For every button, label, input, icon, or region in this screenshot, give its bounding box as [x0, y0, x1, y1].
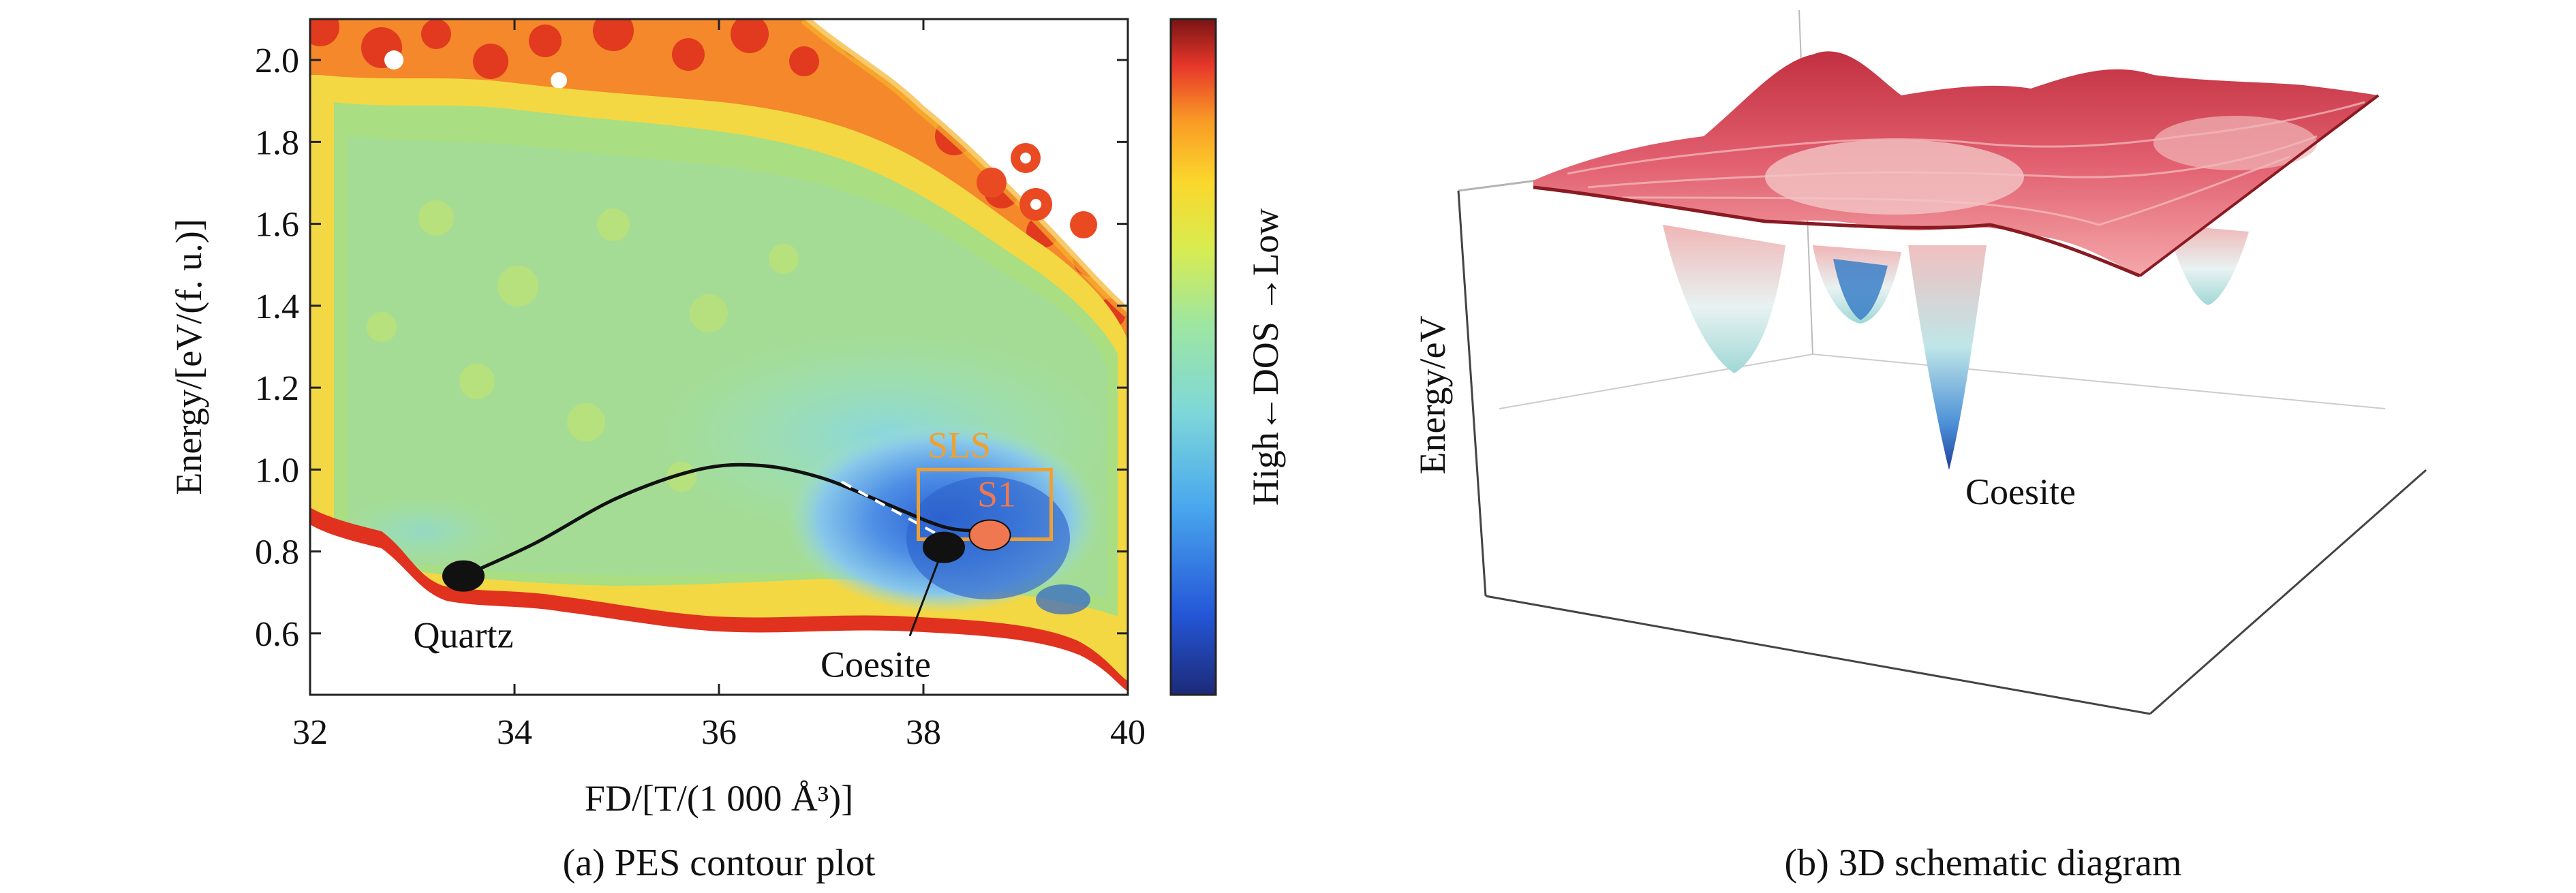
- axis-ticks: [309, 19, 1129, 695]
- x-tick-label: 40: [1110, 713, 1146, 752]
- y-tick-label: 0.8: [255, 533, 299, 572]
- transition-path: [462, 463, 985, 578]
- coesite-leader: [908, 561, 940, 637]
- x-tick-label: 36: [701, 713, 737, 752]
- z-axis-label: Energy/eV: [1412, 316, 1453, 475]
- caption-b: (b) 3D schematic diagram: [1784, 842, 2181, 884]
- panel-a-contour: 32 34 36 38 40 0.60.81.01.21.41.61.82.0 SLS …: [168, 18, 1286, 884]
- coesite-point: [923, 531, 965, 563]
- caption-a: (a) PES contour plot: [563, 842, 876, 884]
- colorbar-label: High←DOS →Low: [1245, 208, 1286, 506]
- y-tick-label: 2.0: [255, 42, 299, 80]
- energy-surface: [1533, 51, 2380, 278]
- coesite-label: Coesite: [821, 644, 931, 685]
- coesite-annotation: Coesite: [1965, 471, 2076, 512]
- y-tick-label: 1.6: [255, 206, 299, 245]
- quartz-label: Quartz: [414, 615, 514, 656]
- colorbar: [1169, 18, 1217, 696]
- energy-wells: [1663, 225, 2249, 470]
- y-tick-label: 1.2: [255, 369, 299, 408]
- y-tick-labels: 0.6 0.8 1.0 1.2 1.4 1.6 1.8 2.0: [255, 42, 299, 654]
- points: [442, 519, 1011, 592]
- contour-field: [310, 19, 1128, 695]
- s1-label: S1: [977, 474, 1016, 515]
- panel-b-surface: Energy/eV Coesite (b) 3D schematic diagr…: [1412, 10, 2427, 884]
- sls-label: SLS: [927, 424, 991, 465]
- x-axis-label: FD/[T/(1 000 Å³)]: [585, 778, 853, 819]
- x-tick-label: 32: [292, 713, 328, 752]
- x-tick-labels: 32 34 36 38 40: [292, 713, 1146, 752]
- x-tick-label: 34: [497, 713, 532, 752]
- y-tick-label: 1.4: [255, 287, 299, 326]
- y-tick-label: 1.0: [255, 451, 299, 490]
- y-tick-label: 0.6: [255, 615, 299, 654]
- surface-box: [1457, 10, 2427, 715]
- quartz-point: [442, 560, 485, 592]
- x-tick-label: 38: [906, 713, 941, 752]
- y-tick-label: 1.8: [255, 123, 299, 162]
- y-axis-label: Energy/[eV/(f. u.)]: [168, 219, 209, 495]
- s1-point: [968, 519, 1011, 551]
